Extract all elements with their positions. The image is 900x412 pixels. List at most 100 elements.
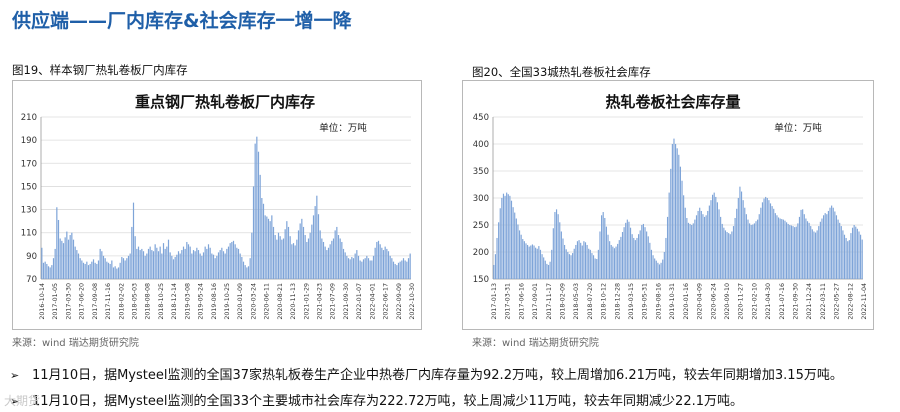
bar	[766, 198, 768, 279]
bar	[629, 227, 632, 279]
bar	[781, 219, 783, 279]
bar	[356, 250, 358, 279]
bar	[848, 240, 850, 279]
bar	[686, 217, 688, 279]
bar	[267, 218, 270, 279]
bar	[517, 224, 519, 279]
bar	[544, 260, 546, 279]
x-tick-label: 2018-07-20	[587, 283, 594, 320]
x-tick-label: 2019-05-24	[198, 283, 205, 320]
bar	[201, 255, 203, 279]
bar	[241, 257, 243, 279]
x-tick-label: 2017-11-17	[546, 283, 553, 320]
bar	[782, 219, 784, 279]
bar	[386, 248, 388, 279]
bullet-text: 11月10日，据Mysteel监测的全国37家热轧板卷生产企业中热卷厂内库存量为…	[32, 368, 843, 383]
bar	[729, 234, 731, 279]
bar	[613, 248, 616, 279]
bar	[357, 255, 360, 279]
bar	[758, 214, 760, 279]
bar	[515, 218, 517, 279]
bar	[675, 144, 677, 279]
bar	[676, 148, 678, 279]
bar	[856, 228, 858, 279]
bar	[331, 240, 333, 279]
x-tick-label: 2020-04-09	[697, 283, 704, 320]
bar	[226, 248, 228, 279]
bar	[650, 249, 653, 279]
bar	[747, 219, 749, 279]
bar	[172, 259, 175, 279]
bar	[757, 219, 759, 279]
figure-19-caption: 图19、样本钢厂热轧卷板厂内库存	[12, 63, 188, 77]
bar	[114, 266, 116, 279]
x-tick-label: 2019-08-16	[211, 283, 218, 320]
bar	[274, 235, 276, 279]
bar	[523, 241, 525, 279]
bar	[707, 210, 709, 279]
x-tick-label: 2022-08-12	[847, 283, 854, 320]
y-tick-label: 70	[26, 275, 37, 285]
chart-social-inventory: 热轧卷板社会库存量 单位：万吨 150 200 250 300 350 400 450 201…	[473, 93, 868, 320]
bar	[724, 230, 727, 279]
bar	[176, 254, 178, 279]
bar	[723, 227, 725, 279]
bar	[237, 248, 240, 279]
bar	[46, 263, 48, 279]
bar	[62, 243, 65, 279]
bar	[291, 244, 293, 279]
bar	[99, 248, 101, 279]
bar	[84, 263, 86, 279]
bar	[166, 246, 168, 279]
bar	[261, 198, 263, 279]
bar	[282, 238, 285, 279]
bar	[533, 245, 535, 279]
unit-label: 单位：万吨	[774, 122, 822, 134]
x-tick-label: 2017-03-31	[505, 283, 512, 320]
bar	[311, 224, 313, 279]
y-tick-label: 350	[473, 167, 489, 177]
bar	[352, 258, 355, 279]
bar	[615, 246, 617, 279]
bar	[655, 260, 657, 279]
bar	[626, 219, 628, 279]
bar	[546, 263, 548, 279]
bar	[610, 244, 612, 279]
bar	[684, 207, 686, 279]
bar	[151, 250, 153, 279]
bar	[132, 202, 135, 279]
x-tick-label: 2021-09-30	[343, 283, 350, 320]
bar	[522, 239, 524, 279]
bar	[262, 203, 265, 279]
bar	[124, 260, 126, 279]
bar	[284, 229, 286, 279]
bar	[391, 258, 393, 279]
bar	[191, 253, 193, 279]
bar	[49, 267, 51, 279]
y-tick-label: 130	[21, 206, 37, 216]
bar	[832, 207, 834, 279]
bar	[86, 261, 88, 279]
x-tick-label: 2017-03-30	[65, 283, 72, 320]
bar	[649, 242, 651, 279]
x-tick-label: 2018-02-02	[118, 283, 125, 320]
bar	[162, 243, 165, 279]
bar	[111, 260, 113, 279]
bar	[805, 218, 807, 279]
bar	[584, 242, 587, 279]
bar	[102, 255, 105, 279]
bar	[502, 193, 505, 279]
bar	[361, 261, 363, 279]
bar	[161, 253, 163, 279]
bar	[239, 253, 241, 279]
bar	[97, 260, 100, 279]
bar	[636, 237, 638, 279]
bar	[256, 136, 258, 279]
bar	[336, 226, 338, 279]
unit-label: 单位：万吨	[319, 122, 367, 134]
bar	[196, 247, 198, 279]
bar	[681, 180, 683, 279]
bar	[618, 240, 620, 279]
bar	[639, 230, 641, 279]
bar	[204, 246, 206, 279]
